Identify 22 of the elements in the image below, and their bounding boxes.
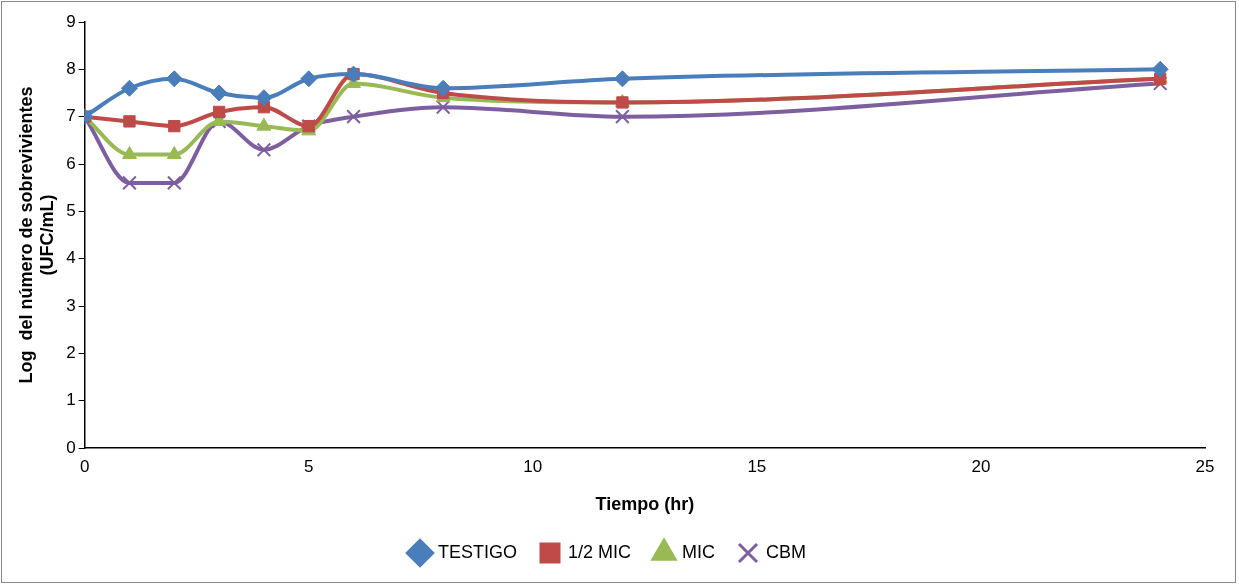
legend-label: 1/2 MIC: [568, 541, 632, 562]
y-tick-label: 7: [66, 106, 76, 126]
x-tick-label: 25: [1195, 456, 1215, 476]
legend-label: MIC: [682, 541, 716, 562]
x-tick-label: 15: [747, 456, 767, 476]
y-tick-label: 5: [66, 201, 76, 221]
y-tick-label: 1: [66, 390, 76, 410]
y-tick-label: 0: [66, 437, 76, 457]
y-tick-label: 3: [66, 295, 76, 315]
y-tick-label: 9: [66, 11, 76, 31]
x-tick-label: 10: [523, 456, 543, 476]
y-tick-label: 8: [66, 59, 76, 79]
y-tick-label: 6: [66, 153, 76, 173]
y-tick-label: 2: [66, 343, 76, 363]
x-axis-title: Tiempo (hr): [595, 494, 695, 515]
legend-label: TESTIGO: [437, 541, 518, 562]
legend-label: CBM: [766, 541, 807, 562]
x-tick-label: 5: [303, 456, 314, 476]
x-tick-label: 0: [79, 456, 90, 476]
x-tick-label: 20: [971, 456, 991, 476]
y-tick-label: 4: [66, 248, 76, 268]
y-axis-title: Log del número de sobrevivientes (UFC/mL): [15, 86, 58, 384]
